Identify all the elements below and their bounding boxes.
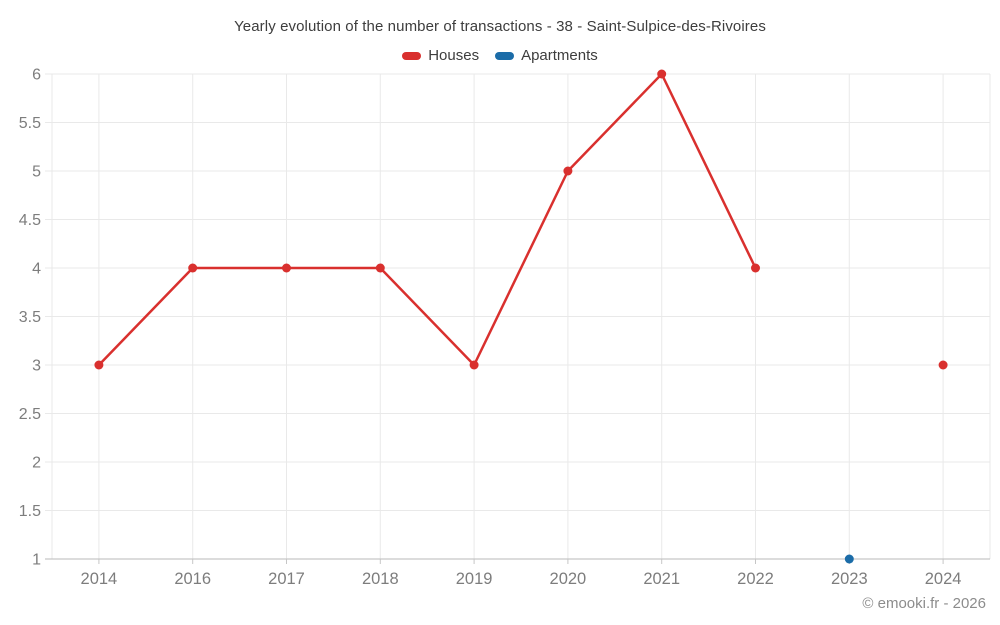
series-apartments-points bbox=[844, 554, 854, 564]
x-tick-label: 2023 bbox=[831, 570, 868, 588]
series-houses-line bbox=[98, 72, 757, 367]
data-point-apartments-2023 bbox=[844, 554, 854, 564]
x-tick-label: 2019 bbox=[456, 570, 493, 588]
x-tick-label: 2024 bbox=[925, 570, 962, 588]
y-tick-label: 2.5 bbox=[19, 406, 41, 423]
data-point-houses-2021 bbox=[657, 69, 667, 79]
legend-item-houses: Houses bbox=[402, 47, 479, 64]
y-tick-label: 2 bbox=[32, 455, 41, 472]
data-point-houses-2020 bbox=[563, 166, 573, 176]
watermark: © emooki.fr - 2026 bbox=[862, 595, 986, 612]
data-point-houses-2016 bbox=[188, 263, 198, 273]
data-point-houses-2019 bbox=[469, 360, 479, 370]
x-tick-label: 2020 bbox=[550, 570, 587, 588]
x-tick-label: 2022 bbox=[737, 570, 774, 588]
y-tick-label: 4 bbox=[32, 261, 41, 278]
y-tick-label: 3 bbox=[32, 358, 41, 375]
x-tick-label: 2014 bbox=[81, 570, 118, 588]
y-tick-label: 1.5 bbox=[19, 503, 41, 520]
y-tick-label: 1 bbox=[32, 552, 41, 569]
y-axis-labels: 1 1.5 2 2.5 3 3.5 4 4.5 5 5.5 6 bbox=[19, 67, 41, 569]
x-tick-label: 2018 bbox=[362, 570, 399, 588]
y-tick-label: 6 bbox=[32, 67, 41, 84]
x-tick-label: 2016 bbox=[174, 570, 211, 588]
legend-swatch-houses bbox=[402, 51, 422, 60]
legend-swatch-apartments bbox=[495, 51, 515, 60]
x-tick-label: 2017 bbox=[268, 570, 305, 588]
data-point-houses-2018 bbox=[375, 263, 385, 273]
y-tick-label: 5.5 bbox=[19, 115, 41, 132]
series-houses-points bbox=[94, 69, 948, 370]
x-gridlines bbox=[51, 74, 991, 564]
y-tick-label: 5 bbox=[32, 164, 41, 181]
legend: Houses Apartments bbox=[0, 47, 1000, 64]
legend-item-apartments: Apartments bbox=[495, 47, 598, 64]
data-point-houses-2024 bbox=[938, 360, 948, 370]
x-tick-label: 2021 bbox=[643, 570, 680, 588]
x-axis-labels: 2014 2016 2017 2018 2019 2020 2021 2022 2023 2024 bbox=[81, 570, 962, 588]
data-point-houses-2022 bbox=[751, 263, 760, 273]
y-tick-label: 4.5 bbox=[19, 212, 41, 229]
y-gridlines bbox=[45, 73, 990, 560]
chart-title: Yearly evolution of the number of transa… bbox=[234, 18, 766, 35]
legend-label-houses: Houses bbox=[428, 47, 480, 64]
legend-label-apartments: Apartments bbox=[521, 47, 598, 64]
data-point-houses-2017 bbox=[282, 263, 291, 273]
data-point-houses-2014 bbox=[94, 360, 104, 370]
y-tick-label: 3.5 bbox=[19, 309, 41, 326]
